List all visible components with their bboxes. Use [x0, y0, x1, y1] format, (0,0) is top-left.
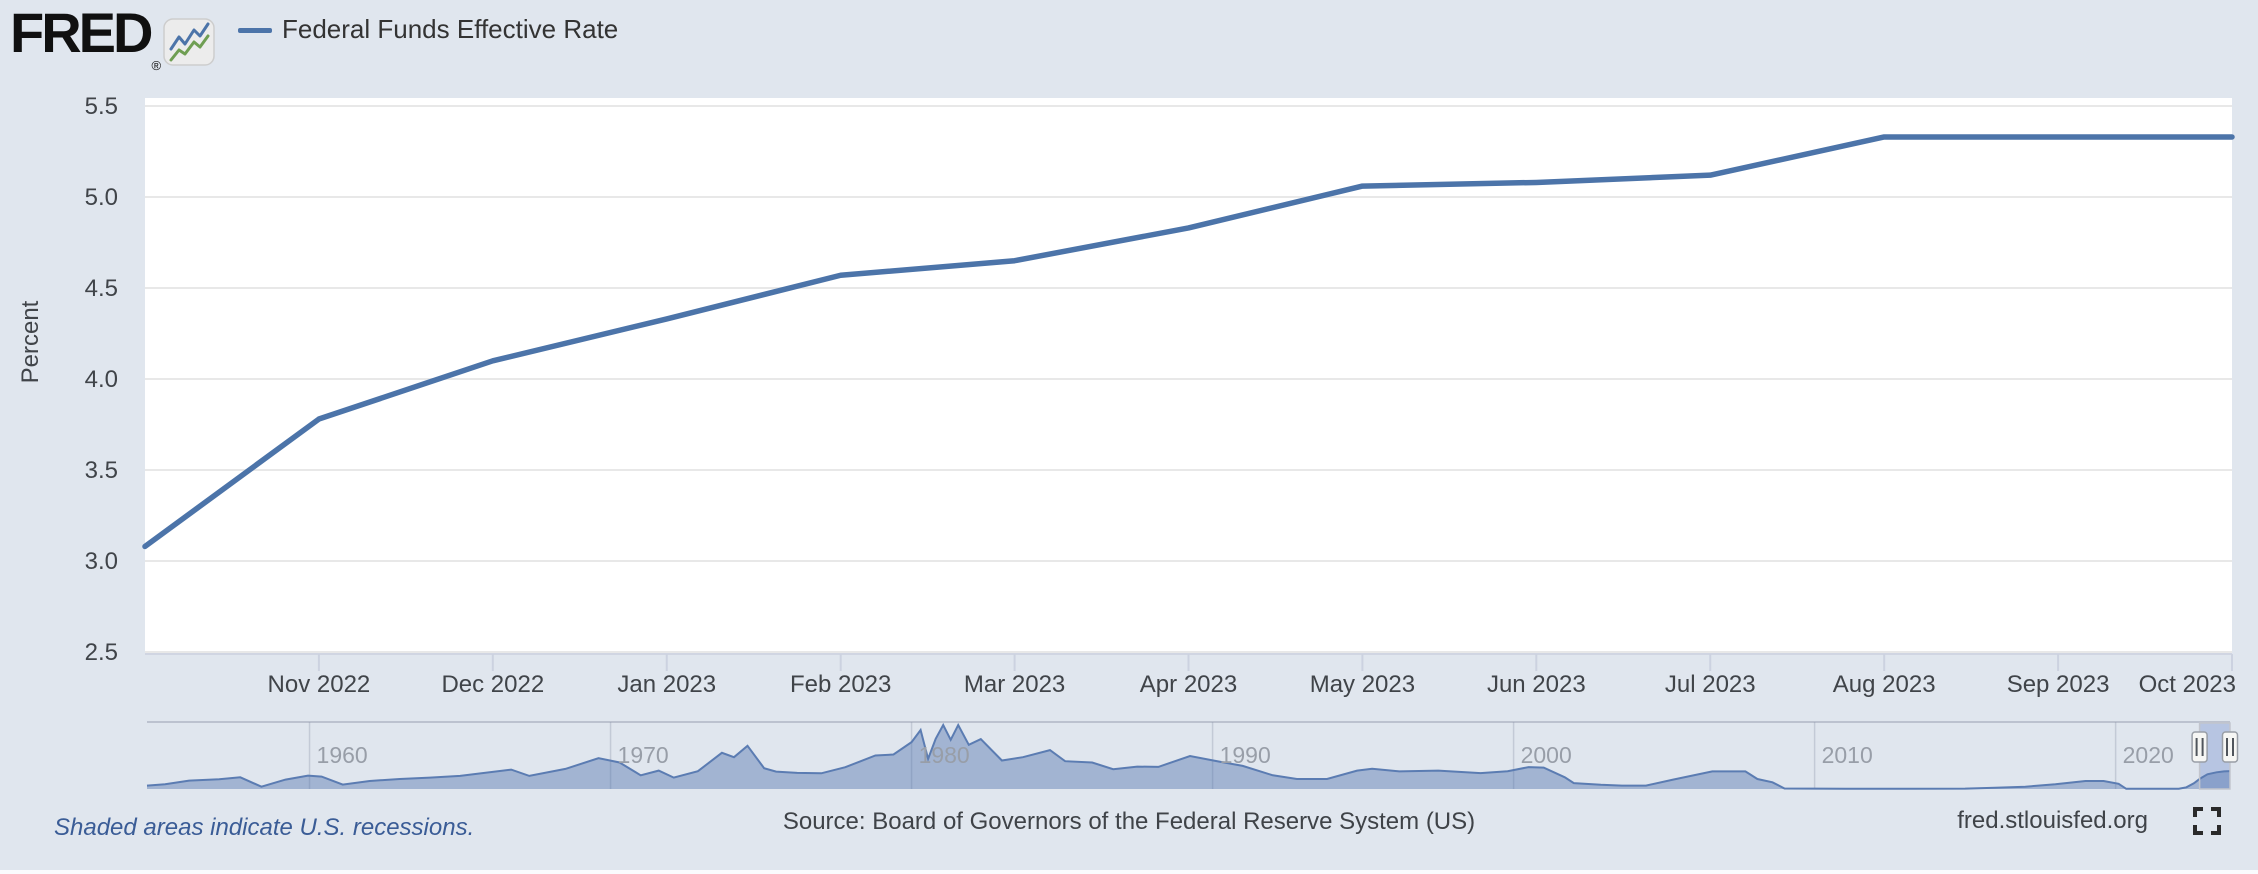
plot-area[interactable] [145, 98, 2232, 654]
x-tick-label: Aug 2023 [1833, 671, 1936, 698]
legend-line-sample [238, 28, 272, 33]
y-tick-label: 3.0 [85, 548, 118, 575]
fullscreen-icon[interactable] [2192, 806, 2222, 836]
x-tick-label: Apr 2023 [1140, 671, 1237, 698]
x-tick-label: Nov 2022 [268, 671, 371, 698]
x-tick-label: Jul 2023 [1665, 671, 1756, 698]
x-tick-label: Sep 2023 [2007, 671, 2110, 698]
x-tick-label: May 2023 [1310, 671, 1415, 698]
y-tick-label: 4.5 [85, 275, 118, 302]
series-line[interactable] [142, 134, 2235, 550]
navigator-year-label: 1970 [618, 742, 669, 768]
chart-canvas[interactable]: 2.5 3.0 3.5 4.0 4.5 5.0 5.5 Percent Nov 2022 Dec … [0, 0, 2258, 798]
x-tick-label: Jan 2023 [617, 671, 716, 698]
fred-logo[interactable]: FRED® [10, 1, 161, 74]
fred-site-link[interactable]: fred.stlouisfed.org [1957, 807, 2148, 834]
fred-logo-text: FRED [10, 1, 153, 64]
y-axis-title: Percent [17, 300, 44, 383]
y-tick-label: 4.0 [85, 366, 118, 393]
x-tick-label: Jun 2023 [1487, 671, 1586, 698]
navigator-year-label: 1990 [1220, 742, 1271, 768]
navigator-year-label: 2000 [1521, 742, 1572, 768]
legend-series-label: Federal Funds Effective Rate [282, 14, 619, 44]
chart-header: FRED® Federal Funds Effective Rate [0, 0, 2258, 98]
fred-sparkline-icon [163, 18, 215, 66]
navigator-handle-left[interactable] [2191, 731, 2208, 763]
x-tick-label: Feb 2023 [790, 671, 891, 698]
icon-green-line [169, 34, 210, 62]
page-bottom-edge [0, 870, 2258, 874]
navigator-area-line [146, 722, 2231, 790]
y-tick-label: 5.5 [85, 93, 118, 120]
footer-right: fred.stlouisfed.org [1957, 806, 2222, 836]
x-tick-label: Oct 2023 [2139, 671, 2236, 698]
chart-footer: Shaded areas indicate U.S. recessions. S… [0, 798, 2258, 858]
navigator-year-label: 1980 [919, 742, 970, 768]
x-tick-label: Mar 2023 [964, 671, 1065, 698]
recessions-note: Shaded areas indicate U.S. recessions. [54, 814, 475, 841]
source-attribution: Source: Board of Governors of the Federa… [782, 808, 1476, 835]
x-tick-label: Dec 2022 [441, 671, 544, 698]
icon-blue-line [169, 22, 210, 51]
navigator-year-label: 2020 [2123, 742, 2174, 768]
y-tick-label: 3.5 [85, 457, 118, 484]
y-tick-label: 2.5 [85, 639, 118, 666]
registered-trademark: ® [151, 58, 162, 73]
navigator-year-label: 2010 [1822, 742, 1873, 768]
y-tick-label: 5.0 [85, 184, 118, 211]
navigator-handle-right[interactable] [2221, 731, 2239, 763]
navigator-year-label: 1960 [317, 742, 368, 768]
